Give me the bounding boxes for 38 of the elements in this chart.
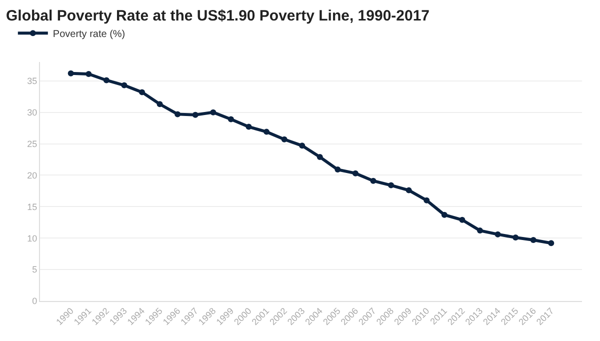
point bbox=[68, 70, 74, 76]
point bbox=[370, 178, 376, 184]
point bbox=[512, 234, 519, 240]
legend-label: Poverty rate (%) bbox=[52, 29, 126, 40]
point bbox=[264, 128, 270, 135]
point bbox=[299, 142, 306, 149]
point bbox=[103, 77, 110, 84]
point bbox=[476, 228, 483, 234]
point bbox=[316, 154, 323, 160]
y-tick-label: 25 bbox=[27, 138, 38, 149]
point bbox=[494, 231, 501, 238]
point bbox=[174, 111, 181, 118]
point bbox=[156, 101, 163, 108]
y-tick-label: 10 bbox=[27, 233, 38, 244]
point bbox=[210, 109, 216, 116]
point bbox=[388, 182, 394, 188]
y-tick-label: 5 bbox=[32, 264, 38, 275]
point bbox=[459, 216, 466, 223]
point bbox=[192, 112, 198, 118]
chart-title: Global Poverty Rate at the US$1.90 Poverty Line, 1990-2017 bbox=[6, 8, 430, 25]
point bbox=[281, 136, 288, 142]
y-tick-label: 30 bbox=[27, 107, 38, 118]
y-tick-label: 20 bbox=[27, 170, 38, 180]
point bbox=[334, 166, 341, 173]
point bbox=[352, 170, 358, 176]
point bbox=[548, 240, 554, 246]
y-tick-label: 35 bbox=[27, 76, 38, 86]
point bbox=[441, 212, 448, 218]
point bbox=[424, 197, 430, 204]
point bbox=[228, 116, 234, 122]
point bbox=[530, 236, 536, 243]
point bbox=[139, 89, 146, 96]
y-tick-label: 15 bbox=[27, 202, 38, 212]
point bbox=[121, 82, 128, 88]
y-tick-label: 0 bbox=[32, 296, 38, 306]
point bbox=[86, 70, 92, 77]
point bbox=[246, 124, 252, 130]
point bbox=[406, 187, 412, 194]
